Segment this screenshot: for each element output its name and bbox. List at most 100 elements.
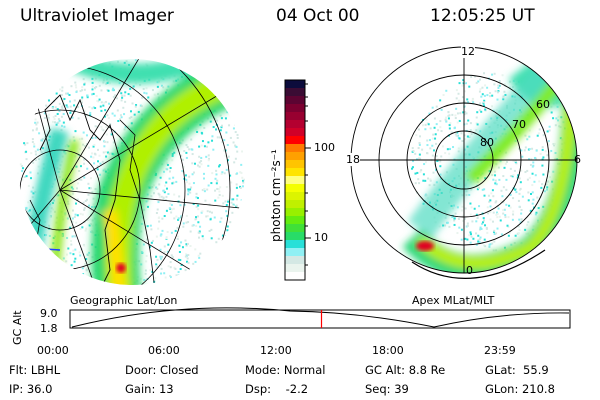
noise-pixel (124, 126, 127, 129)
noise-pixel (223, 139, 226, 142)
noise-pixel (27, 210, 30, 213)
noise-pixel (464, 111, 467, 114)
noise-pixel (106, 114, 109, 117)
noise-pixel (472, 237, 475, 240)
noise-pixel (532, 161, 535, 164)
noise-pixel (206, 210, 209, 213)
noise-pixel (85, 258, 88, 261)
noise-pixel (165, 167, 168, 170)
noise-pixel (76, 198, 79, 201)
noise-pixel (547, 143, 550, 146)
noise-pixel (75, 221, 78, 224)
noise-pixel (460, 228, 463, 231)
noise-pixel (81, 226, 84, 229)
noise-pixel (34, 121, 37, 124)
timeline-xtick-2: 12:00 (260, 344, 292, 357)
noise-pixel (450, 131, 453, 134)
noise-pixel (448, 127, 451, 130)
noise-pixel (478, 241, 481, 244)
noise-pixel (221, 194, 224, 197)
noise-pixel (170, 211, 173, 214)
noise-pixel (106, 141, 109, 144)
noise-pixel (225, 210, 228, 213)
noise-pixel (72, 249, 75, 252)
noise-pixel (78, 178, 81, 181)
noise-pixel (76, 214, 79, 217)
noise-pixel (130, 116, 133, 119)
noise-pixel (507, 225, 510, 228)
noise-pixel (133, 113, 136, 116)
noise-pixel (94, 136, 97, 139)
noise-pixel (239, 186, 242, 189)
noise-pixel (422, 124, 425, 127)
noise-pixel (154, 277, 157, 280)
noise-pixel (78, 251, 81, 254)
noise-pixel (462, 214, 465, 217)
noise-pixel (174, 267, 177, 270)
noise-pixel (518, 147, 521, 150)
noise-pixel (70, 240, 73, 243)
noise-pixel (62, 105, 65, 108)
noise-pixel (119, 118, 122, 121)
noise-pixel (187, 193, 190, 196)
noise-pixel (520, 149, 523, 152)
noise-pixel (489, 205, 492, 208)
noise-pixel (85, 227, 88, 230)
noise-pixel (70, 264, 73, 267)
color-bar-band (285, 184, 305, 193)
noise-pixel (82, 78, 85, 81)
noise-pixel (58, 176, 61, 179)
noise-pixel (162, 196, 165, 199)
noise-pixel (453, 223, 456, 226)
noise-pixel (169, 266, 172, 269)
noise-pixel (159, 257, 162, 260)
noise-pixel (157, 192, 160, 195)
noise-pixel (489, 218, 492, 221)
noise-pixel (229, 136, 232, 139)
noise-pixel (556, 105, 559, 108)
noise-pixel (185, 156, 188, 159)
noise-pixel (90, 155, 93, 158)
noise-pixel (477, 80, 480, 83)
noise-pixel (55, 123, 58, 126)
noise-pixel (141, 216, 144, 219)
noise-pixel (127, 125, 130, 128)
noise-pixel (534, 213, 537, 216)
noise-pixel (170, 231, 173, 234)
noise-pixel (81, 213, 84, 216)
noise-pixel (36, 148, 39, 151)
noise-pixel (497, 166, 500, 169)
noise-pixel (445, 116, 448, 119)
noise-pixel (70, 243, 73, 246)
noise-pixel (129, 94, 132, 97)
info-dsp: Dsp: -2.2 (245, 382, 309, 396)
noise-pixel (163, 251, 166, 254)
noise-pixel (428, 139, 431, 142)
noise-pixel (78, 148, 81, 151)
noise-pixel (85, 143, 88, 146)
noise-pixel (178, 251, 181, 254)
noise-pixel (181, 246, 184, 249)
noise-pixel (498, 80, 501, 83)
noise-pixel (160, 272, 163, 275)
noise-pixel (128, 117, 131, 120)
noise-pixel (240, 172, 243, 175)
noise-pixel (48, 224, 51, 227)
noise-pixel (155, 263, 158, 266)
noise-pixel (195, 196, 198, 199)
noise-pixel (453, 126, 456, 129)
noise-pixel (464, 82, 467, 85)
noise-pixel (476, 217, 479, 220)
color-bar-band (285, 272, 305, 281)
noise-pixel (479, 226, 482, 229)
noise-pixel (507, 216, 510, 219)
noise-pixel (177, 235, 180, 238)
noise-pixel (503, 208, 506, 211)
noise-pixel (147, 96, 150, 99)
noise-pixel (84, 144, 87, 147)
noise-pixel (196, 215, 199, 218)
noise-pixel (526, 232, 529, 235)
noise-pixel (493, 83, 496, 86)
noise-pixel (203, 145, 206, 148)
noise-pixel (91, 93, 94, 96)
